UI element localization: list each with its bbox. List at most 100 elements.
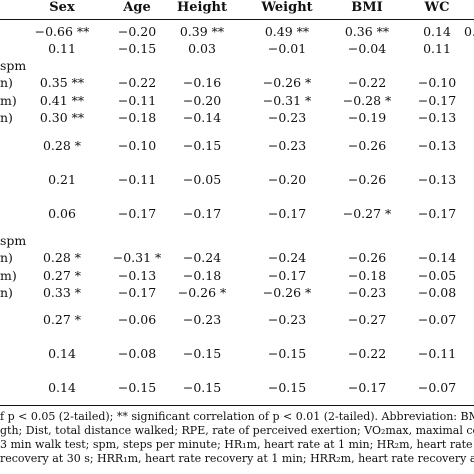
cell-wc: −0.08	[417, 285, 457, 300]
cell-wc: −0.07	[417, 312, 457, 327]
row-label: n)	[0, 110, 13, 125]
cell-age: −0.17	[117, 206, 157, 221]
cell-sex: 0.27 *	[42, 312, 82, 327]
cell-age: −0.13	[117, 268, 157, 283]
cell-bmi: −0.28 *	[342, 93, 392, 108]
cell-height: −0.20	[182, 93, 222, 108]
table-row: n) 0.30 ** −0.18 −0.14 −0.23 −0.19 −0.13	[0, 110, 474, 126]
table-row: −0.66 ** −0.20 0.39 ** 0.49 ** 0.36 ** 0…	[0, 24, 474, 40]
cell-sex: 0.28 *	[42, 250, 82, 265]
table-row: spm	[0, 58, 474, 74]
col-header-sex: Sex	[49, 0, 75, 15]
cell-height: −0.23	[182, 312, 222, 327]
table-row: 0.21 −0.11 −0.05 −0.20 −0.26 −0.13	[0, 172, 474, 188]
cell-weight: −0.23	[267, 312, 307, 327]
col-header-bmi: BMI	[351, 0, 383, 15]
cell-age: −0.17	[117, 285, 157, 300]
cell-edge: 0.4	[464, 24, 474, 39]
table-row: 0.11 −0.15 0.03 −0.01 −0.04 0.11	[0, 41, 474, 57]
cell-age: −0.10	[117, 138, 157, 153]
table-row: 0.06 −0.17 −0.17 −0.17 −0.27 * −0.17	[0, 206, 474, 222]
row-label: m)	[0, 268, 17, 283]
cell-height: −0.17	[182, 206, 222, 221]
table-row: n) 0.33 * −0.17 −0.26 * −0.26 * −0.23 −0…	[0, 285, 474, 301]
cell-wc: −0.14	[417, 250, 457, 265]
cell-bmi: −0.27	[347, 312, 387, 327]
cell-weight: −0.26 *	[262, 75, 312, 90]
table-row: 0.14 −0.15 −0.15 −0.15 −0.17 −0.07	[0, 380, 474, 396]
cell-height: −0.26 *	[177, 285, 227, 300]
row-label: spm	[0, 233, 27, 248]
cell-weight: −0.26 *	[262, 285, 312, 300]
cell-sex: 0.11	[48, 41, 76, 56]
cell-age: −0.08	[117, 346, 157, 361]
cell-wc: −0.10	[417, 75, 457, 90]
row-label: n)	[0, 75, 13, 90]
row-label: m)	[0, 93, 17, 108]
cell-sex: 0.35 **	[39, 75, 85, 90]
cell-age: −0.22	[117, 75, 157, 90]
cell-height: −0.24	[182, 250, 222, 265]
row-label: n)	[0, 250, 13, 265]
cell-height: −0.15	[182, 138, 222, 153]
header-rule	[0, 19, 474, 20]
cell-bmi: 0.36 **	[344, 24, 390, 39]
footnote-line: f p < 0.05 (2-tailed); ** significant co…	[0, 410, 474, 423]
cell-bmi: −0.19	[347, 110, 387, 125]
cell-height: 0.03	[188, 41, 216, 56]
cell-wc: −0.13	[417, 110, 457, 125]
cell-sex: 0.06	[48, 206, 76, 221]
cell-sex: 0.27 *	[42, 268, 82, 283]
cell-sex: −0.66 **	[34, 24, 90, 39]
cell-weight: 0.49 **	[264, 24, 310, 39]
cell-sex: 0.30 **	[39, 110, 85, 125]
cell-weight: −0.24	[267, 250, 307, 265]
cell-height: −0.16	[182, 75, 222, 90]
cell-wc: 0.14	[423, 24, 451, 39]
row-label: spm	[0, 58, 27, 73]
cell-wc: −0.05	[417, 268, 457, 283]
cell-bmi: −0.26	[347, 250, 387, 265]
cell-weight: −0.23	[267, 110, 307, 125]
cell-sex: 0.33 *	[42, 285, 82, 300]
cell-age: −0.20	[117, 24, 157, 39]
cell-height: 0.39 **	[179, 24, 225, 39]
cell-weight: −0.31 *	[262, 93, 312, 108]
cell-height: −0.15	[182, 346, 222, 361]
cell-sex: 0.14	[48, 380, 76, 395]
cell-bmi: −0.17	[347, 380, 387, 395]
cell-age: −0.06	[117, 312, 157, 327]
table-row: m) 0.41 ** −0.11 −0.20 −0.31 * −0.28 * −…	[0, 93, 474, 109]
cell-wc: −0.13	[417, 172, 457, 187]
cell-weight: −0.23	[267, 138, 307, 153]
cell-age: −0.11	[117, 172, 157, 187]
cell-age: −0.15	[117, 380, 157, 395]
cell-height: −0.15	[182, 380, 222, 395]
cell-wc: −0.17	[417, 206, 457, 221]
table-row: spm	[0, 233, 474, 249]
col-header-weight: Weight	[261, 0, 313, 15]
cell-weight: −0.01	[267, 41, 307, 56]
cell-weight: −0.17	[267, 206, 307, 221]
cell-sex: 0.14	[48, 346, 76, 361]
cell-bmi: −0.22	[347, 346, 387, 361]
cell-wc: −0.17	[417, 93, 457, 108]
footnote-line: recovery at 30 s; HRR₁m, heart rate reco…	[0, 452, 474, 465]
table-row: n) 0.28 * −0.31 * −0.24 −0.24 −0.26 −0.1…	[0, 250, 474, 266]
footnote-line: gth; Dist, total distance walked; RPE, r…	[0, 424, 474, 437]
cell-weight: −0.15	[267, 346, 307, 361]
cell-bmi: −0.22	[347, 75, 387, 90]
table-row: 0.14 −0.08 −0.15 −0.15 −0.22 −0.11	[0, 346, 474, 362]
cell-bmi: −0.23	[347, 285, 387, 300]
cell-sex: 0.41 **	[39, 93, 85, 108]
cell-height: −0.05	[182, 172, 222, 187]
col-header-height: Height	[176, 0, 228, 15]
cell-bmi: −0.04	[347, 41, 387, 56]
cell-age: −0.31 *	[112, 250, 162, 265]
table-row: n) 0.35 ** −0.22 −0.16 −0.26 * −0.22 −0.…	[0, 75, 474, 91]
cell-age: −0.15	[117, 41, 157, 56]
cell-wc: −0.13	[417, 138, 457, 153]
cell-sex: 0.21	[48, 172, 76, 187]
cell-age: −0.11	[117, 93, 157, 108]
